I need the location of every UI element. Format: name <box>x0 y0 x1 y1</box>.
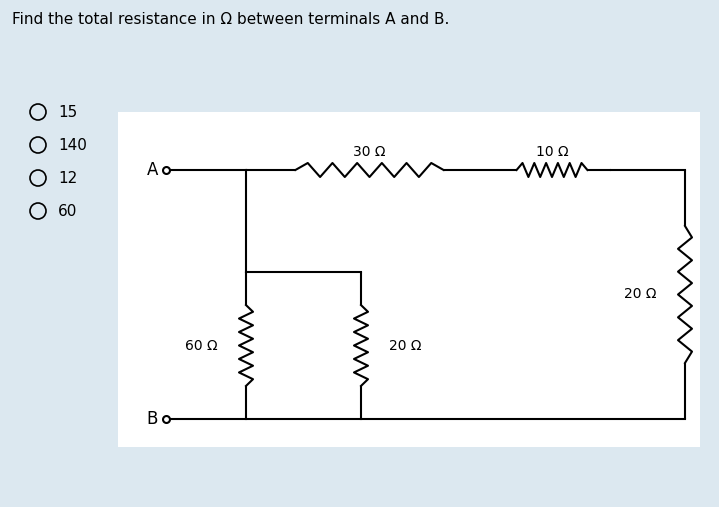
Text: B: B <box>147 410 158 428</box>
FancyBboxPatch shape <box>118 112 700 447</box>
Text: 60 Ω: 60 Ω <box>186 339 218 352</box>
Text: 60: 60 <box>58 203 78 219</box>
Text: 140: 140 <box>58 137 87 153</box>
Text: 15: 15 <box>58 104 77 120</box>
Text: A: A <box>147 161 158 179</box>
Text: 30 Ω: 30 Ω <box>353 145 386 159</box>
Text: 20 Ω: 20 Ω <box>625 287 657 302</box>
Text: 20 Ω: 20 Ω <box>389 339 421 352</box>
Text: Find the total resistance in Ω between terminals A and B.: Find the total resistance in Ω between t… <box>12 12 449 27</box>
Text: 10 Ω: 10 Ω <box>536 145 568 159</box>
Text: 12: 12 <box>58 170 77 186</box>
